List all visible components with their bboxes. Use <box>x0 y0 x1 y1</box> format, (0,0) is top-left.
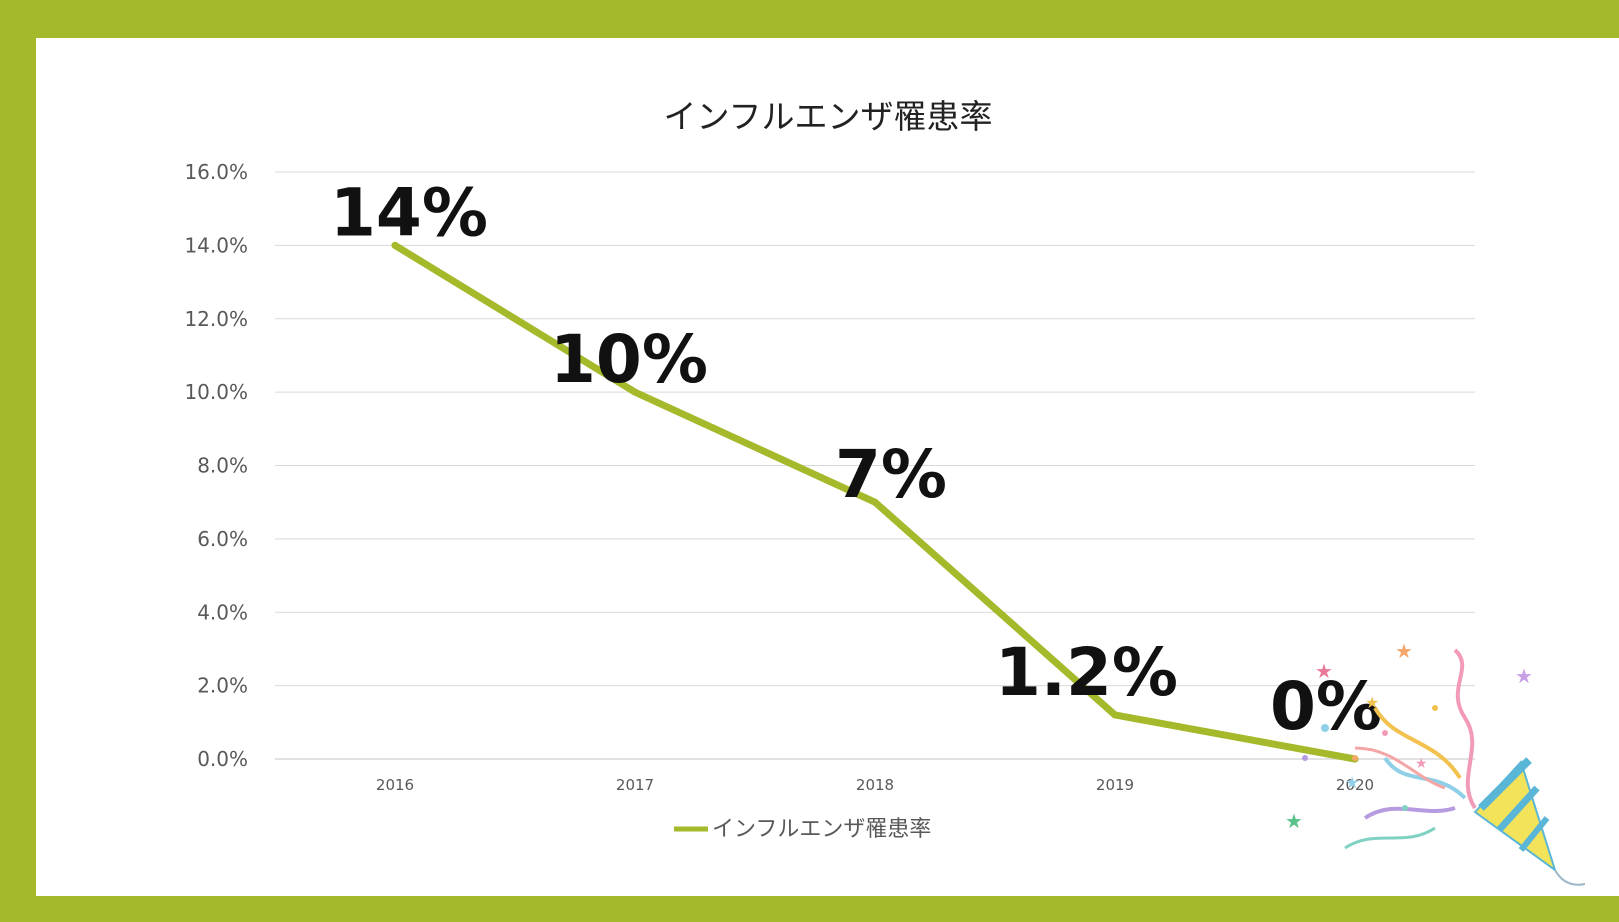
x-axis-ticks: 2016 2017 2018 2019 2020 <box>376 776 1374 794</box>
data-label: 10% <box>550 321 708 398</box>
svg-text:★: ★ <box>1515 664 1533 688</box>
svg-text:★: ★ <box>1415 756 1428 772</box>
y-tick-label: 14.0% <box>184 233 248 257</box>
data-label: 0% <box>1270 668 1382 745</box>
svg-text:★: ★ <box>1285 809 1303 833</box>
x-tick-label: 2018 <box>856 776 894 794</box>
data-point <box>871 498 879 506</box>
data-label-layer: 14% 10% 7% 1.2% 0% <box>330 174 1382 745</box>
x-tick-label: 2019 <box>1096 776 1134 794</box>
y-tick-label: 16.0% <box>184 160 248 184</box>
legend: インフルエンザ罹患率 <box>674 817 931 842</box>
data-label: 1.2% <box>995 634 1178 711</box>
chart-title: インフルエンザ罹患率 <box>663 97 992 136</box>
y-tick-label: 12.0% <box>184 307 248 331</box>
data-point <box>391 241 399 249</box>
y-tick-label: 8.0% <box>197 454 248 478</box>
x-tick-label: 2016 <box>376 776 414 794</box>
svg-text:★: ★ <box>1365 693 1379 712</box>
x-tick-label: 2020 <box>1336 776 1374 794</box>
y-tick-label: 4.0% <box>197 600 248 624</box>
legend-label: インフルエンザ罹患率 <box>712 817 931 842</box>
data-label: 14% <box>330 174 488 251</box>
data-label: 7% <box>835 436 947 513</box>
x-tick-label: 2017 <box>616 776 654 794</box>
y-tick-label: 6.0% <box>197 527 248 551</box>
y-axis-ticks: 0.0% 2.0% 4.0% 6.0% 8.0% 10.0% 12.0% 14.0% 16.0% <box>184 160 248 771</box>
data-point <box>631 388 639 396</box>
svg-text:★: ★ <box>1315 659 1333 683</box>
chart-panel <box>36 38 1619 896</box>
svg-text:★: ★ <box>1345 773 1359 792</box>
y-tick-label: 0.0% <box>197 747 248 771</box>
svg-text:★: ★ <box>1395 639 1413 663</box>
y-tick-label: 2.0% <box>197 674 248 698</box>
grid-layer <box>275 171 1475 760</box>
data-point <box>1111 711 1119 719</box>
y-tick-label: 10.0% <box>184 380 248 404</box>
party-popper-icon: ★ ★ ★ ★ ★ ★ ★ <box>1285 639 1586 886</box>
